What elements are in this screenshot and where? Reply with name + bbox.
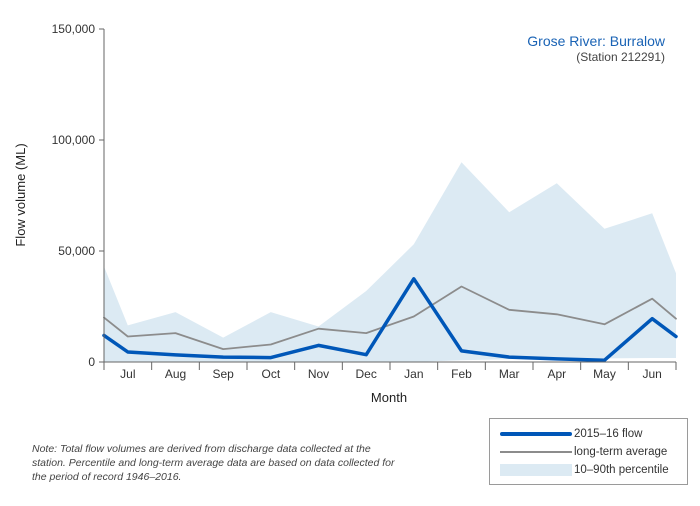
y-tick-label: 50,000 bbox=[58, 244, 95, 258]
percentile-band bbox=[104, 162, 676, 362]
legend: 2015–16 flow long-term average 10–90th p… bbox=[489, 418, 688, 485]
x-tick-label: Dec bbox=[355, 367, 376, 381]
legend-label-percentile: 10–90th percentile bbox=[574, 464, 669, 476]
legend-item-average: long-term average bbox=[490, 444, 687, 460]
y-tick-label: 0 bbox=[88, 355, 95, 369]
x-tick-label: Jun bbox=[642, 367, 661, 381]
x-tick-label: Apr bbox=[547, 367, 566, 381]
x-tick-label: Feb bbox=[451, 367, 472, 381]
y-axis-title: Flow volume (ML) bbox=[13, 143, 28, 246]
legend-label-average: long-term average bbox=[574, 446, 668, 458]
legend-label-flow: 2015–16 flow bbox=[574, 428, 643, 440]
x-tick-label: Aug bbox=[165, 367, 186, 381]
x-tick-label: Nov bbox=[308, 367, 329, 381]
x-tick-label: Mar bbox=[499, 367, 520, 381]
x-axis-title: Month bbox=[371, 390, 407, 405]
series-lines-layer bbox=[102, 277, 678, 362]
chart-subtitle: (Station 212291) bbox=[576, 50, 665, 64]
legend-item-percentile: 10–90th percentile bbox=[490, 462, 687, 478]
y-tick-label: 100,000 bbox=[52, 133, 96, 147]
x-tick-label: May bbox=[593, 367, 616, 381]
percentile-band-layer bbox=[104, 162, 676, 362]
legend-swatch-average bbox=[500, 451, 572, 453]
footnote: Note: Total flow volumes are derived fro… bbox=[32, 443, 395, 483]
x-tick-label: Oct bbox=[261, 367, 280, 381]
x-tick-label: Jul bbox=[120, 367, 135, 381]
flow-2015-16-line bbox=[102, 277, 678, 362]
legend-swatch-flow bbox=[500, 432, 572, 436]
legend-item-flow: 2015–16 flow bbox=[490, 426, 687, 442]
x-tick-label: Sep bbox=[212, 367, 234, 381]
legend-swatch-percentile bbox=[500, 464, 572, 476]
long-term-average-line bbox=[103, 285, 677, 351]
y-tick-label: 150,000 bbox=[52, 22, 96, 36]
chart-title: Grose River: Burralow bbox=[527, 33, 666, 49]
axes-layer: 0 50,000 100,000 150,000 Jul Aug Sep Oct Nov Dec J… bbox=[52, 22, 677, 381]
x-tick-label: Jan bbox=[404, 367, 423, 381]
